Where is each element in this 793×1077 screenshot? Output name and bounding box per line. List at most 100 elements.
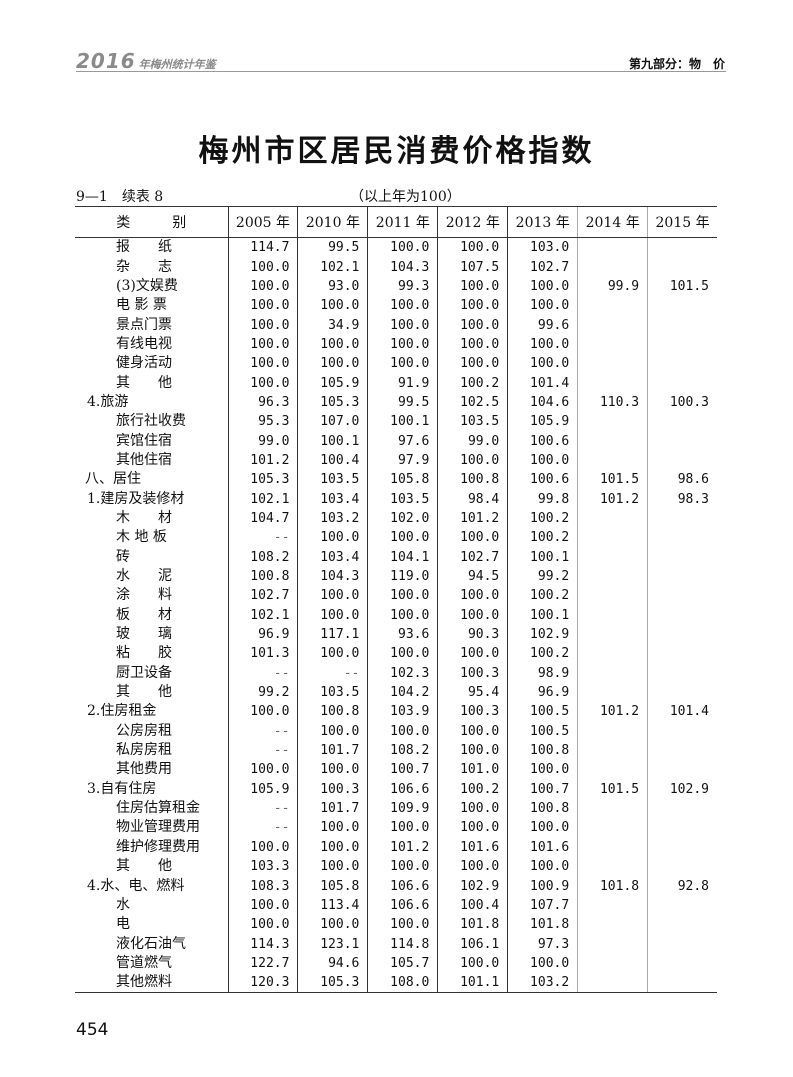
row-label: 报 纸 [116, 239, 172, 256]
table-row: 液化石油气 114.3 123.1 114.8 106.1 97.3 [75, 934, 717, 954]
cell-value: 100.4 [437, 895, 508, 916]
cell-value: 100.0 [297, 296, 368, 316]
cell-value [647, 315, 717, 335]
cell-value: 100.0 [507, 296, 578, 316]
cell-value: 100.0 [297, 760, 368, 780]
row-label: 维护修理费用 [116, 838, 200, 855]
table-row: 管道燃气 122.7 94.6 105.7 100.0 100.0 [75, 953, 717, 974]
cell-value: 101.8 [437, 915, 508, 935]
cell-value: 100.2 [437, 779, 508, 799]
cell-value: 100.0 [227, 354, 298, 374]
cell-value [647, 915, 717, 935]
cell-value [647, 566, 717, 587]
cell-value [647, 818, 717, 838]
table-row: 水 100.0 113.4 106.6 100.4 107.7 [75, 895, 717, 916]
cell-value [647, 450, 717, 471]
table-row: 4.旅游 96.3 105.3 99.5 102.5 104.6 110.3 100.3 [75, 392, 717, 413]
cell-value: -- [227, 528, 298, 548]
cell-value [647, 334, 717, 355]
table-row: 物业管理费用 -- 100.0 100.0 100.0 100.0 [75, 818, 717, 838]
cell-value: 100.1 [367, 412, 438, 432]
cell-value: 100.5 [507, 702, 578, 722]
cell-value: 100.0 [507, 334, 578, 355]
cell-value: 100.0 [367, 354, 438, 374]
cell-value: 107.0 [297, 412, 368, 432]
cell-value: 99.9 [577, 276, 648, 297]
cell-value: 100.0 [367, 334, 438, 355]
cell-value: 102.7 [437, 547, 508, 567]
cell-value [647, 663, 717, 683]
cell-value: 108.3 [227, 876, 298, 896]
table-row: 板 材 102.1 100.0 100.0 100.0 100.1 [75, 605, 717, 625]
cell-value [577, 296, 648, 316]
cell-value: 100.0 [507, 953, 578, 974]
column-header-year: 2013 年 [507, 206, 578, 238]
cell-value: 101.0 [437, 760, 508, 780]
cell-value: 100.8 [227, 566, 298, 587]
cell-value [647, 721, 717, 741]
cell-value: 100.0 [437, 237, 508, 258]
cell-value: 104.1 [367, 547, 438, 567]
table-row: 其他住宿 101.2 100.4 97.9 100.0 100.0 [75, 450, 717, 471]
cell-value: 100.0 [297, 586, 368, 606]
cell-value [647, 508, 717, 529]
cell-value: 100.0 [367, 644, 438, 664]
cell-value: 103.5 [297, 470, 368, 490]
row-label: 电 [116, 916, 130, 933]
cell-value: -- [227, 721, 298, 741]
cell-value: 100.0 [507, 276, 578, 297]
cell-value [577, 740, 648, 761]
cell-value: 100.2 [507, 528, 578, 548]
table-row: 八、居住 105.3 103.5 105.8 100.8 100.6 101.5 98.6 [75, 470, 717, 490]
cell-value: 114.7 [227, 237, 298, 258]
cell-value: 101.7 [297, 740, 368, 761]
cell-value: 106.6 [367, 876, 438, 896]
cell-value: 100.0 [227, 895, 298, 916]
cell-value [647, 373, 717, 393]
cell-value [647, 953, 717, 974]
table-row: 3.自有住房 105.9 100.3 106.6 100.2 100.7 101.5 102.… [75, 779, 717, 799]
cell-value [577, 237, 648, 258]
row-label: 有线电视 [116, 335, 172, 352]
cell-value [647, 973, 717, 994]
cell-value: 108.0 [367, 973, 438, 994]
cell-value: 102.9 [647, 779, 717, 799]
cell-value [647, 586, 717, 606]
cell-value [647, 624, 717, 645]
cell-value: 100.0 [227, 837, 298, 857]
cell-value: -- [227, 818, 298, 838]
cell-value: 100.0 [297, 354, 368, 374]
cell-value: 106.1 [437, 934, 508, 954]
cell-value [647, 837, 717, 857]
cell-value: 105.8 [297, 876, 368, 896]
cell-value: 101.2 [367, 837, 438, 857]
table-row: 住房估算租金 -- 101.7 109.9 100.0 100.8 [75, 798, 717, 819]
cell-value: 100.0 [437, 605, 508, 625]
row-label: 粘 胶 [116, 645, 172, 662]
cell-value: 100.0 [297, 818, 368, 838]
cell-value: 100.4 [297, 450, 368, 471]
cell-value: 102.3 [367, 663, 438, 683]
row-label: 物业管理费用 [116, 819, 200, 836]
cell-value: 100.0 [437, 798, 508, 819]
table-row: 其他燃料 120.3 105.3 108.0 101.1 103.2 [75, 973, 717, 994]
cell-value: 100.0 [437, 586, 508, 606]
cell-value: 100.0 [507, 857, 578, 877]
row-label: 其他费用 [116, 761, 172, 778]
cell-value: 96.9 [507, 682, 578, 703]
cell-value [577, 354, 648, 374]
column-header-year: 2012 年 [437, 206, 508, 238]
cell-value: 97.3 [507, 934, 578, 954]
table-row: 有线电视 100.0 100.0 100.0 100.0 100.0 [75, 334, 717, 355]
cell-value: 100.2 [437, 373, 508, 393]
row-label: 私房房租 [116, 742, 172, 759]
cell-value [577, 450, 648, 471]
cell-value: 100.0 [367, 296, 438, 316]
cell-value: 102.9 [437, 876, 508, 896]
cell-value: 122.7 [227, 953, 298, 974]
table-row: 其 他 103.3 100.0 100.0 100.0 100.0 [75, 857, 717, 877]
table-row: 维护修理费用 100.0 100.0 101.2 101.6 101.6 [75, 837, 717, 857]
cell-value [577, 760, 648, 780]
cell-value: 96.9 [227, 624, 298, 645]
